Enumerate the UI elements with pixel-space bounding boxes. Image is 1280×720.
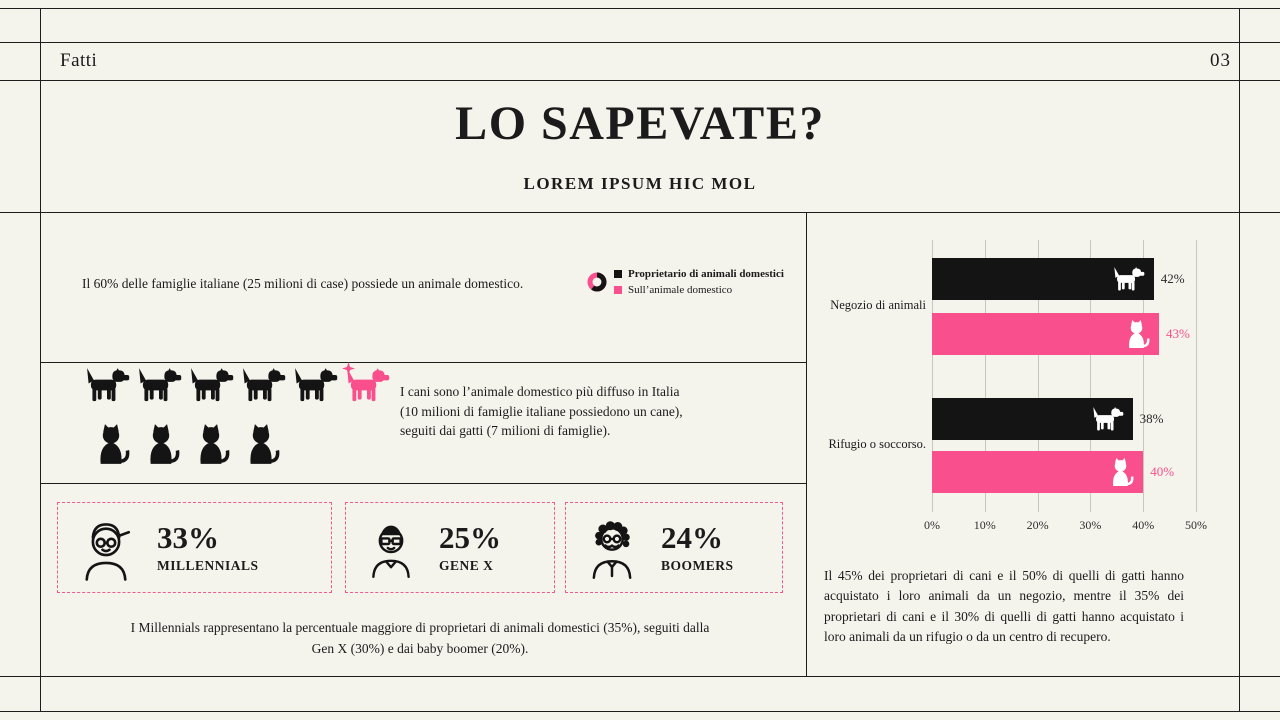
frame-line bbox=[0, 676, 1280, 677]
stat-value: 33% bbox=[157, 519, 219, 555]
page-number: 03 bbox=[1210, 50, 1231, 71]
gridline bbox=[1090, 240, 1092, 512]
cats-pictograph bbox=[92, 424, 280, 464]
chart-caption: Il 45% dei proprietari di cani e il 50% … bbox=[824, 568, 1184, 644]
x-tick-label: 0% bbox=[924, 518, 940, 532]
gridline bbox=[1196, 240, 1197, 512]
generations-caption: I Millennials rappresentano la percentua… bbox=[130, 620, 710, 656]
frame-line bbox=[1239, 8, 1240, 712]
gridline bbox=[932, 240, 933, 512]
page-subtitle: LOREM IPSUM HIC MOL bbox=[523, 174, 757, 193]
boomer-icon bbox=[592, 520, 632, 579]
frame-line bbox=[0, 711, 1280, 712]
x-tick-label: 30% bbox=[1079, 518, 1102, 532]
fact-dogs-text: I cani sono l’animale domestico più diff… bbox=[400, 384, 683, 439]
x-tick-label: 40% bbox=[1132, 518, 1155, 532]
plot-area: 42% 43% 38% 40% bbox=[932, 240, 1197, 512]
stat-value: 24% bbox=[661, 519, 723, 555]
bar-cat-1: 43% bbox=[932, 313, 1190, 355]
gridline bbox=[1037, 240, 1039, 512]
cat-icon-white bbox=[1113, 458, 1134, 486]
cat-icon bbox=[150, 424, 180, 464]
gridline bbox=[1143, 240, 1145, 512]
cat-icon bbox=[200, 424, 230, 464]
fact-households-text: Il 60% delle famiglie italiane (25 milio… bbox=[82, 276, 524, 291]
category-label: Negozio di animali bbox=[830, 298, 926, 312]
frame-line bbox=[0, 80, 1280, 81]
x-axis: 0% 10% 20% 30% 40% 50% bbox=[924, 518, 1207, 536]
bar-value-label: 38% bbox=[1139, 411, 1164, 426]
x-tick-label: 10% bbox=[973, 518, 996, 532]
dog-icon bbox=[87, 368, 130, 402]
bar-chart: Negozio di animali Rifugio o soccorso. 4… bbox=[812, 240, 1236, 540]
legend-item: Sull’animale domestico bbox=[614, 282, 784, 298]
header-label: Fatti bbox=[60, 50, 98, 71]
legend-label: Sull’animale domestico bbox=[628, 284, 733, 296]
stat-label: GENE X bbox=[439, 558, 494, 574]
frame-line bbox=[0, 42, 1280, 43]
section-divider bbox=[40, 362, 806, 363]
column-divider bbox=[806, 212, 807, 676]
legend-swatch-black bbox=[614, 270, 622, 278]
bar-value-label: 42% bbox=[1160, 271, 1185, 286]
dog-icon bbox=[295, 368, 338, 402]
cat-icon bbox=[100, 424, 130, 464]
bar-value-label: 40% bbox=[1150, 464, 1175, 479]
bar-value-label: 43% bbox=[1166, 326, 1190, 341]
frame-line bbox=[0, 8, 1280, 9]
dog-icon-white bbox=[1114, 267, 1145, 291]
legend-swatch-pink bbox=[614, 286, 622, 294]
section-divider bbox=[40, 483, 806, 484]
stat-label: BOOMERS bbox=[661, 558, 734, 574]
sparkle-icon bbox=[342, 362, 355, 375]
dog-icon bbox=[243, 368, 286, 402]
x-tick-label: 50% bbox=[1185, 518, 1207, 532]
gridline bbox=[984, 240, 986, 512]
dog-icon-white bbox=[1092, 407, 1123, 431]
mini-donut-icon bbox=[587, 272, 607, 292]
stat-label: MILLENNIALS bbox=[157, 558, 259, 574]
legend-item: Proprietario di animali domestici bbox=[614, 266, 784, 282]
cat-icon-white bbox=[1129, 320, 1150, 348]
stat-card-genx: 25% GENE X bbox=[345, 502, 555, 593]
genx-icon bbox=[372, 525, 410, 578]
legend-label: Proprietario di animali domestici bbox=[628, 268, 784, 280]
dog-icon bbox=[191, 368, 234, 402]
bar-dog-2: 38% bbox=[932, 398, 1163, 440]
frame-line bbox=[0, 212, 1280, 213]
cat-icon bbox=[250, 424, 280, 464]
page-title: LO SAPEVATE? bbox=[455, 97, 825, 150]
category-label: Rifugio o soccorso. bbox=[828, 437, 926, 451]
frame-line bbox=[40, 8, 41, 712]
millennial-icon bbox=[85, 522, 131, 581]
x-tick-label: 20% bbox=[1026, 518, 1049, 532]
stat-card-millennials: 33% MILLENNIALS bbox=[57, 502, 332, 593]
stat-card-boomers: 24% BOOMERS bbox=[565, 502, 783, 593]
dog-icon bbox=[139, 368, 182, 402]
pet-legend: Proprietario di animali domestici Sull’a… bbox=[614, 266, 784, 298]
bar-dog-1: 42% bbox=[932, 258, 1185, 300]
bar-cat-2: 40% bbox=[932, 451, 1174, 493]
stat-value: 25% bbox=[439, 519, 501, 555]
